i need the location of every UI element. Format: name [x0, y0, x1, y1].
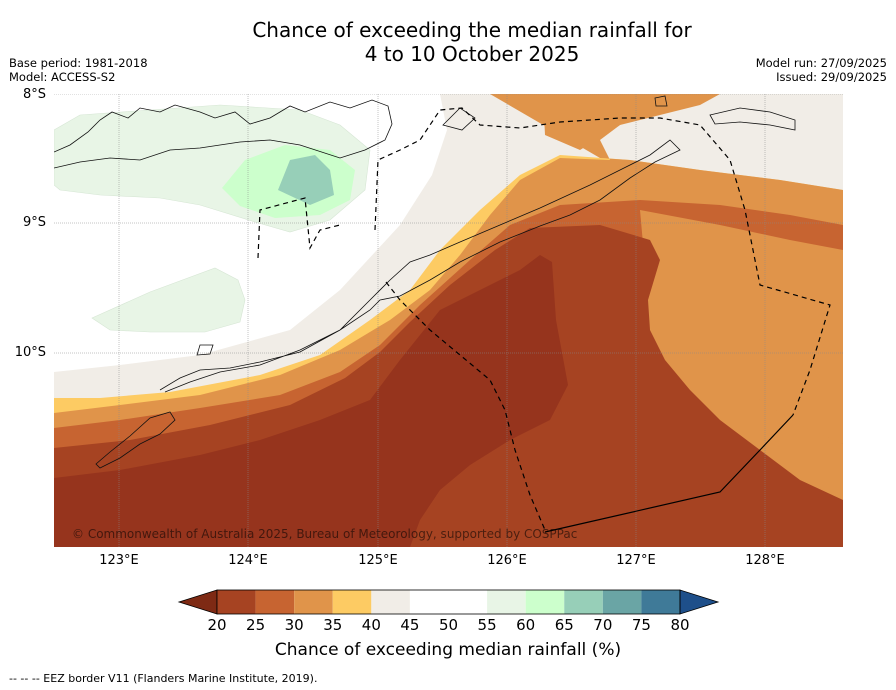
- colorbar-segment: [294, 590, 333, 614]
- boundary-solid: [544, 414, 794, 533]
- colorbar-segment: [525, 590, 565, 614]
- band-below-20: [54, 255, 568, 547]
- colorbar-tick-label: 70: [593, 616, 613, 634]
- issued-date: Issued: 29/09/2025: [776, 70, 887, 84]
- lat-label-10s: 10°S: [14, 345, 46, 360]
- base-period: Base period: 1981-2018: [9, 56, 148, 70]
- colorbar-arrow-low: [177, 589, 218, 615]
- colorbar-segment: [448, 590, 488, 614]
- colorbar-segment: [602, 590, 642, 614]
- colorbar-segment: [255, 590, 295, 614]
- colorbar: [177, 589, 720, 615]
- lon-label-128e: 128°E: [745, 553, 785, 568]
- colorbar-tick-label: 80: [670, 616, 690, 634]
- lon-label-126e: 126°E: [487, 553, 527, 568]
- colorbar-tick-label: 30: [284, 616, 304, 634]
- band-30-35-top: [543, 94, 720, 150]
- meta-right: Model run: 27/09/2025 Issued: 29/09/2025: [756, 56, 887, 84]
- lon-label-123e: 123°E: [99, 553, 139, 568]
- footnote: -- -- -- EEZ border V11 (Flanders Marine…: [9, 672, 318, 685]
- colorbar-label: Chance of exceeding median rainfall (%): [274, 640, 622, 660]
- colorbar-frame: [216, 589, 681, 615]
- colorbar-segment: [641, 590, 680, 614]
- lon-label-127e: 127°E: [616, 553, 656, 568]
- lat-label-8s: 8°S: [22, 87, 46, 102]
- colorbar-tick-label: 55: [477, 616, 497, 634]
- chart-title: Chance of exceeding the median rainfall …: [0, 18, 896, 66]
- colorbar-segment: [487, 590, 526, 614]
- title-line-1: Chance of exceeding the median rainfall …: [252, 18, 692, 42]
- colorbar-tick-label: 45: [400, 616, 420, 634]
- meta-left: Base period: 1981-2018 Model: ACCESS-S2: [9, 56, 148, 84]
- band-55-60-south: [91, 267, 246, 333]
- colorbar-tick-label: 50: [438, 616, 459, 634]
- colorbar-segment: [332, 590, 372, 614]
- map-gridlines: [54, 94, 843, 547]
- band-65-70: [278, 155, 334, 205]
- colorbar-tick-label: 65: [554, 616, 574, 634]
- colorbar-arrow-high: [679, 589, 720, 615]
- colorbar-tick-label: 20: [207, 616, 227, 634]
- model-run: Model run: 27/09/2025: [755, 56, 887, 70]
- copyright-watermark: © Commonwealth of Australia 2025, Bureau…: [72, 527, 578, 541]
- colorbar-segment: [409, 590, 449, 614]
- eez-border: [257, 107, 831, 531]
- colorbar-segment: [564, 590, 603, 614]
- lon-label-125e: 125°E: [358, 553, 398, 568]
- colorbar-tick-label: 75: [631, 616, 651, 634]
- colorbar-tick-label: 40: [361, 616, 381, 634]
- lon-label-124e: 124°E: [228, 553, 268, 568]
- coastlines: [54, 95, 796, 469]
- colorbar-tick-label: 25: [246, 616, 266, 634]
- colorbar-tick-label: 35: [323, 616, 343, 634]
- band-30-35-east: [640, 210, 843, 444]
- title-line-2: 4 to 10 October 2025: [364, 42, 580, 66]
- lat-label-9s: 9°S: [22, 215, 46, 230]
- colorbar-segment: [371, 590, 410, 614]
- colorbar-segment: [217, 590, 256, 614]
- colorbar-tick-label: 60: [516, 616, 536, 634]
- map-fields: [54, 94, 843, 547]
- model-name: Model: ACCESS-S2: [9, 70, 116, 84]
